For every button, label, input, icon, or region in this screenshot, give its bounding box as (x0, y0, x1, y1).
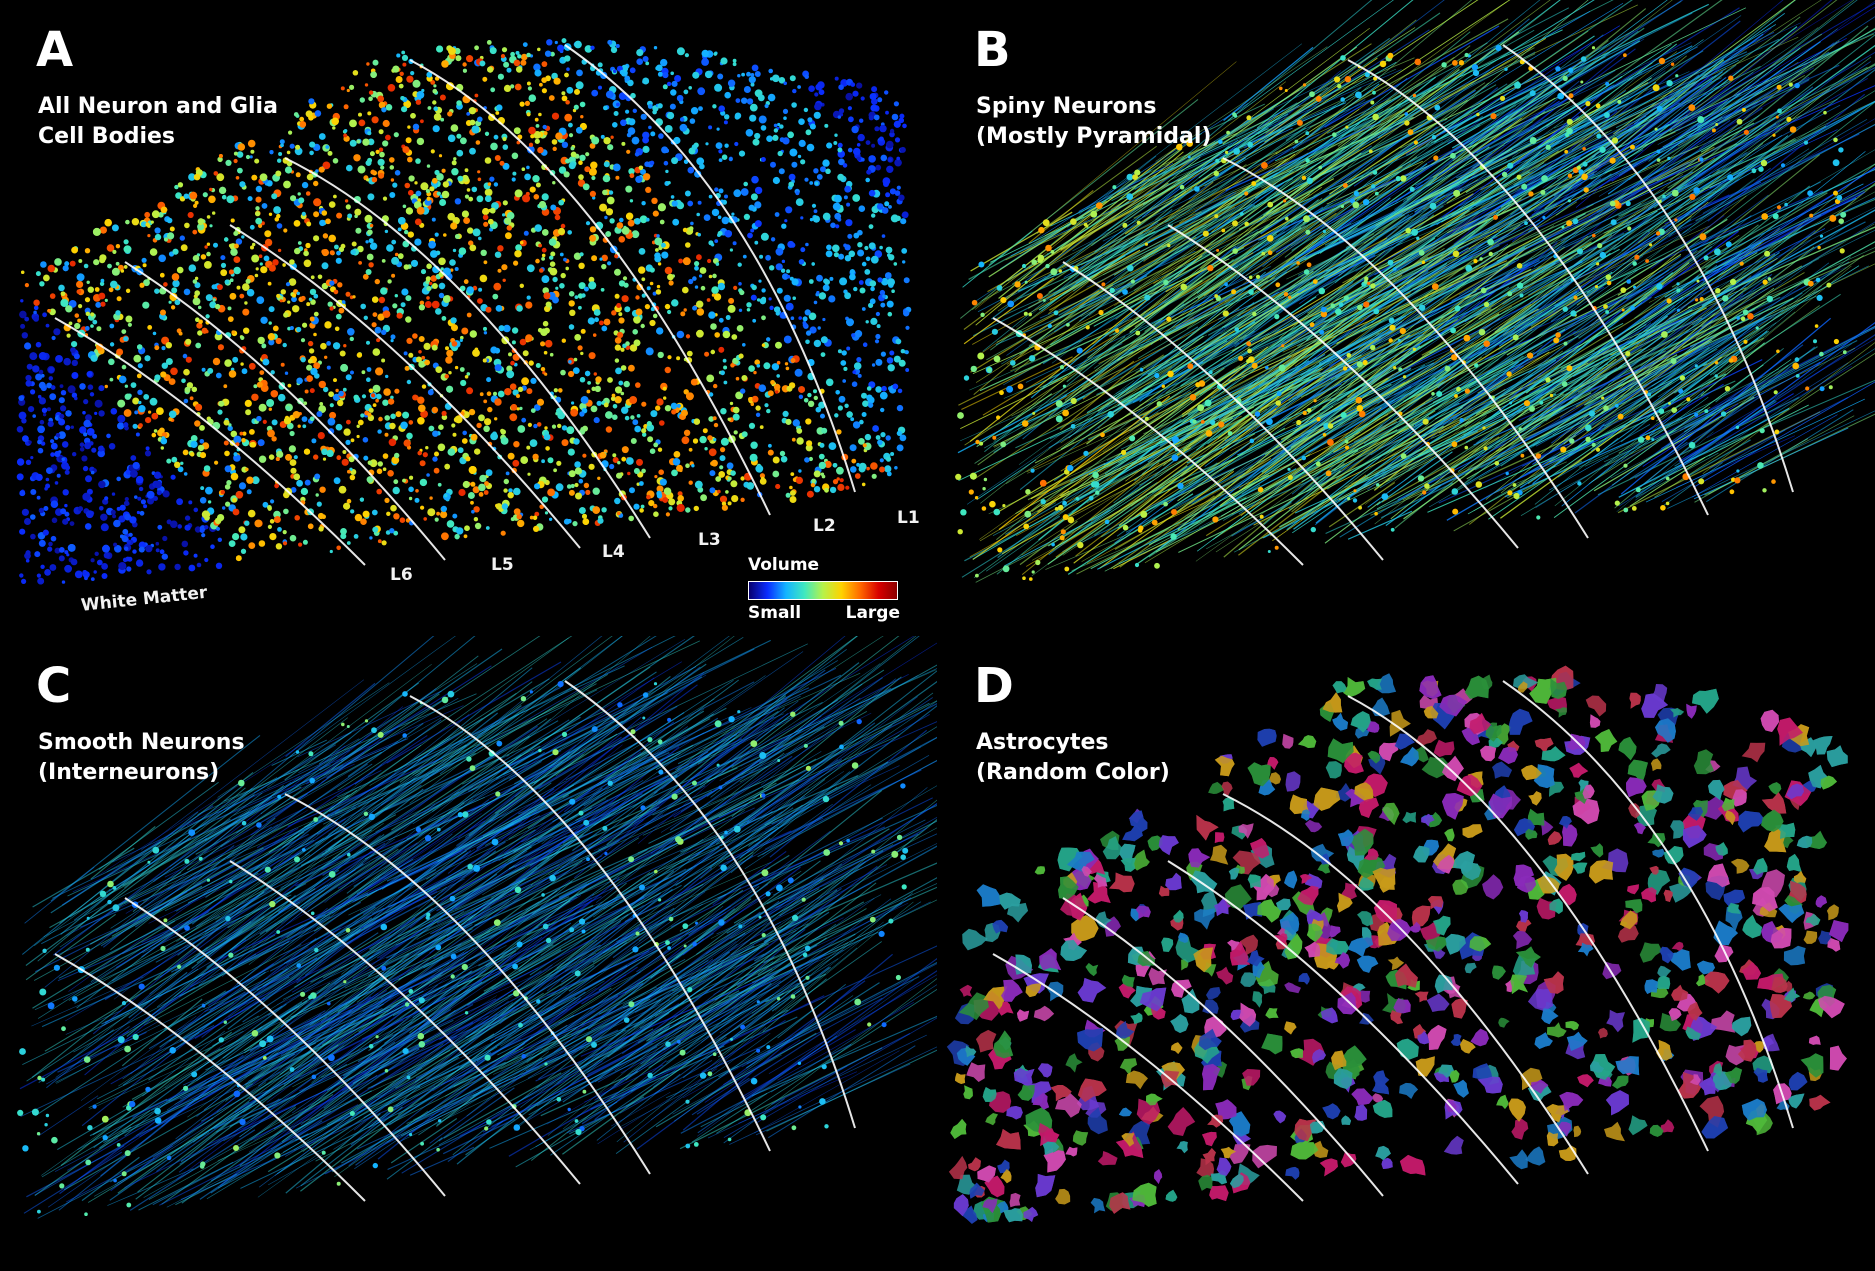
panel-b-image (955, 0, 1875, 583)
layer-boundary-lines (992, 44, 1794, 566)
layer-boundary-arc (1502, 680, 1794, 1129)
layer-l2-label: L2 (813, 516, 836, 536)
layer-boundary-arc (1347, 695, 1709, 1152)
layer-l3-label: L3 (698, 530, 721, 550)
layer-boundary-arc (1167, 860, 1519, 1185)
neurite-mesh (17, 636, 937, 1219)
panel-d-caption-line2: (Random Color) (976, 760, 1170, 785)
layer-boundary-arc (1222, 157, 1589, 539)
panel-d: D Astrocytes (Random Color) (938, 636, 1875, 1271)
layer-boundary-arc (284, 157, 651, 539)
panel-a-caption-line2: Cell Bodies (38, 124, 175, 149)
layer-l6-label: L6 (390, 565, 413, 585)
layer-boundary-arc (1167, 224, 1519, 549)
layer-boundary-arc (1502, 44, 1794, 493)
layer-l5-label: L5 (491, 555, 514, 575)
layer-boundary-arc (1062, 897, 1384, 1197)
neurite-mesh (955, 0, 1875, 583)
panel-a-caption-line1: All Neuron and Glia (38, 94, 278, 119)
layer-boundary-arc (54, 953, 366, 1202)
layer-boundary-arc (284, 793, 651, 1175)
panel-b-caption-line2: (Mostly Pyramidal) (976, 124, 1212, 149)
layer-boundary-arc (409, 59, 771, 516)
layer-boundary-arc (124, 261, 446, 561)
panel-b-caption-line1: Spiny Neurons (976, 94, 1157, 119)
cell-body-cloud (16, 38, 912, 585)
astrocyte-mosaic (946, 665, 1849, 1224)
panel-c-image (17, 636, 937, 1219)
layer-boundary-lines (992, 680, 1794, 1202)
layer-l4-label: L4 (602, 542, 625, 562)
volume-legend: Volume Small Large (748, 555, 900, 625)
panel-a-letter: A (36, 22, 74, 78)
layer-boundary-arc (992, 953, 1304, 1202)
layer-boundary-arc (564, 44, 856, 493)
panel-c-caption-line1: Smooth Neurons (38, 730, 245, 755)
panel-c-caption-line2: (Interneurons) (38, 760, 220, 785)
panel-a-image (16, 38, 912, 585)
panel-a: A All Neuron and Glia Cell Bodies White … (0, 0, 937, 635)
layer-boundary-arc (124, 897, 446, 1197)
layer-boundary-arc (1347, 59, 1709, 516)
layer-boundary-arc (1222, 793, 1589, 1175)
layer-boundary-arc (409, 695, 771, 1152)
panel-d-caption: Astrocytes (Random Color) (976, 728, 1170, 788)
layer-boundary-lines (54, 44, 856, 566)
layer-boundary-arc (1062, 261, 1384, 561)
panel-b-caption: Spiny Neurons (Mostly Pyramidal) (976, 92, 1211, 152)
layer-boundary-arc (992, 317, 1304, 566)
panel-d-letter: D (974, 658, 1014, 714)
panel-c-letter: C (36, 658, 72, 714)
panel-b: B Spiny Neurons (Mostly Pyramidal) (938, 0, 1875, 635)
layer-boundary-arc (229, 860, 581, 1185)
layer-boundary-arc (229, 224, 581, 549)
panel-c-caption: Smooth Neurons (Interneurons) (38, 728, 245, 788)
panel-a-caption: All Neuron and Glia Cell Bodies (38, 92, 278, 152)
panel-d-caption-line1: Astrocytes (976, 730, 1109, 755)
panel-c: C Smooth Neurons (Interneurons) (0, 636, 937, 1271)
legend-small-label: Small (748, 603, 802, 623)
legend-large-label: Large (845, 603, 900, 623)
legend-colorbar (748, 581, 898, 600)
layer-boundary-lines (54, 680, 856, 1202)
panel-b-letter: B (974, 22, 1011, 78)
layer-boundary-arc (54, 317, 366, 566)
legend-title: Volume (748, 555, 820, 575)
layer-boundary-arc (564, 680, 856, 1129)
panel-d-image (946, 665, 1849, 1224)
layer-l1-label: L1 (897, 508, 920, 528)
